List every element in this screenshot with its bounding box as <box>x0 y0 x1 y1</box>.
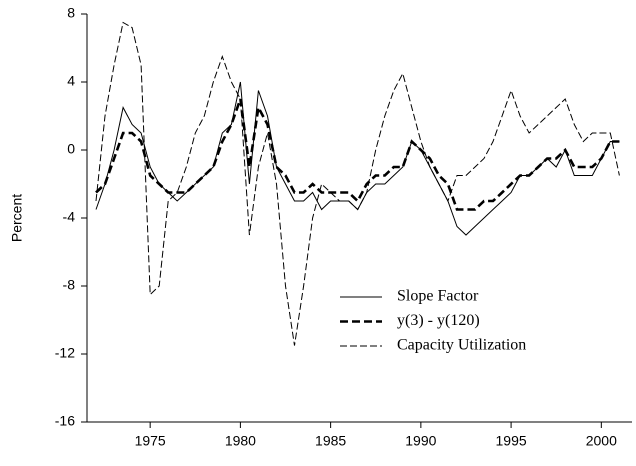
x-tick-label: 1985 <box>315 433 346 449</box>
x-tick-label: 1975 <box>135 433 166 449</box>
y-tick-label: -8 <box>63 277 76 293</box>
y-tick-label: 4 <box>67 73 75 89</box>
y-tick-label: 0 <box>67 141 75 157</box>
y-tick-label: -4 <box>63 209 76 225</box>
series-line <box>95 98 620 211</box>
y-axis-label: Percent <box>9 194 25 242</box>
legend-label: Capacity Utilization <box>397 337 526 354</box>
legend-label: y(3) - y(120) <box>397 312 480 329</box>
x-tick-label: 1980 <box>225 433 256 449</box>
series-line <box>95 21 620 346</box>
x-tick-label: 1995 <box>496 433 527 449</box>
x-tick-label: 1990 <box>405 433 436 449</box>
legend-label: Slope Factor <box>397 288 479 305</box>
series-line <box>95 81 620 236</box>
y-tick-label: -16 <box>55 413 75 429</box>
x-tick-label: 2000 <box>586 433 617 449</box>
y-tick-label: -12 <box>55 345 75 361</box>
y-tick-label: 8 <box>67 5 75 21</box>
